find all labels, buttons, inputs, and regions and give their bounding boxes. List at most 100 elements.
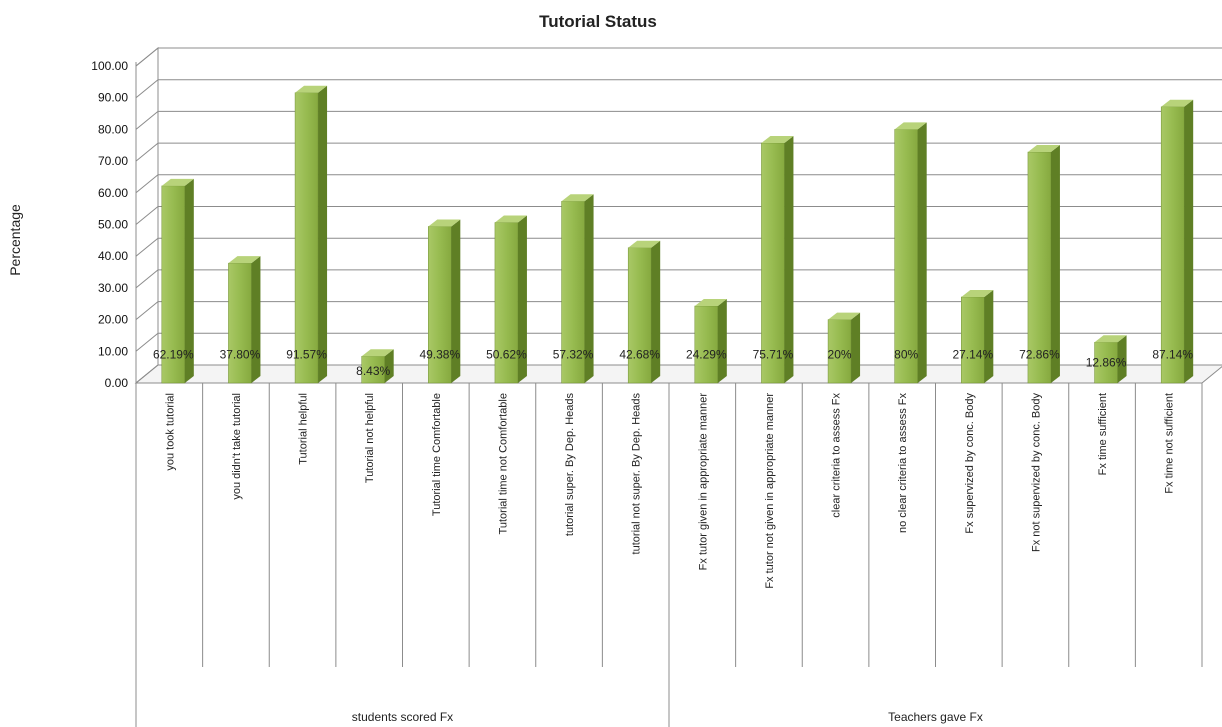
- y-tick-label: 80.00: [98, 122, 128, 136]
- bar-front: [894, 129, 918, 384]
- bar-front: [961, 296, 985, 384]
- bar-top: [494, 215, 527, 223]
- bar-side: [451, 219, 461, 383]
- bar-top: [828, 312, 861, 320]
- y-tick-label: 10.00: [98, 344, 128, 358]
- bar-side: [1050, 145, 1060, 383]
- x-tick-label: Fx time not sufficient: [1164, 393, 1176, 494]
- bar-side: [384, 349, 394, 383]
- y-tick-label: 70.00: [98, 154, 128, 168]
- gridline: [135, 79, 1222, 99]
- bar-top: [428, 219, 461, 227]
- x-axis-groups: students scored Fx Teachers gave Fx: [352, 667, 983, 727]
- gridline: [135, 237, 1222, 257]
- bar-side: [717, 299, 727, 383]
- bar-side: [184, 178, 194, 383]
- bar: [1094, 335, 1127, 384]
- gridline: [135, 301, 1222, 320]
- y-tick-label: 90.00: [98, 91, 128, 105]
- bar-front: [228, 262, 252, 384]
- x-tick-label: Fx tutor not given in appropriate manner: [764, 393, 776, 589]
- data-label: 87.14%: [1152, 347, 1193, 361]
- bar: [294, 85, 328, 384]
- y-tick-label: 0.00: [105, 376, 129, 390]
- bar: [827, 312, 861, 384]
- x-tick-label: Tutorial helpful: [298, 393, 310, 465]
- gridline: [135, 47, 1222, 67]
- bar-top: [361, 349, 394, 357]
- x-tick-label: Tutorial time not Comfortable: [497, 393, 509, 534]
- y-tick-label: 100.00: [91, 59, 128, 73]
- bar: [961, 289, 994, 384]
- bar-side: [584, 194, 594, 383]
- data-label: 57.32%: [553, 347, 594, 361]
- gridline: [135, 142, 1222, 162]
- bar: [561, 194, 594, 384]
- bar-top: [228, 256, 261, 264]
- gridline: [135, 332, 1222, 352]
- bar-front: [627, 247, 652, 384]
- bar-side: [984, 289, 994, 383]
- chart-title: Tutorial Status: [539, 12, 657, 31]
- bars: [161, 85, 1194, 384]
- data-label: 50.62%: [486, 347, 527, 361]
- x-tick-label: clear criteria to assess Fx: [831, 393, 843, 518]
- bar: [428, 219, 461, 384]
- bar: [627, 240, 661, 384]
- x-tick-label: Fx time sufficient: [1097, 393, 1109, 475]
- x-tick-label: no clear criteria to assess Fx: [897, 393, 909, 533]
- bar-side: [1184, 99, 1194, 383]
- gridline: [135, 206, 1222, 225]
- data-label: 72.86%: [1019, 347, 1060, 361]
- bar-top: [628, 240, 661, 248]
- gridline: [135, 364, 1222, 384]
- data-label: 62.19%: [153, 347, 194, 361]
- bar: [161, 178, 194, 384]
- bar-top: [694, 299, 727, 307]
- x-tick-label: Tutorial time Comfortable: [431, 393, 443, 516]
- data-label: 20%: [828, 347, 852, 361]
- group-label: students scored Fx: [352, 710, 453, 724]
- bar-side: [318, 85, 328, 384]
- bar-top: [961, 289, 994, 297]
- y-tick-label: 60.00: [98, 186, 128, 200]
- bar-side: [784, 135, 794, 383]
- bar-top: [161, 178, 194, 186]
- bar-front: [294, 92, 319, 384]
- data-label: 91.57%: [286, 347, 327, 361]
- bar-top: [561, 194, 594, 202]
- bar: [894, 122, 927, 384]
- data-label: 12.86%: [1086, 356, 1127, 370]
- data-label: 49.38%: [419, 347, 460, 361]
- data-label: 27.14%: [952, 347, 993, 361]
- bar-side: [1117, 335, 1127, 383]
- y-tick-label: 30.00: [98, 281, 128, 295]
- x-tick-label: you didn't take tutorial: [231, 393, 243, 500]
- bar-top: [894, 122, 927, 130]
- bar: [1027, 145, 1060, 384]
- data-labels: 62.19% 37.80% 91.57% 8.43% 49.38% 50.62% 57.32…: [153, 347, 1193, 378]
- bar: [1160, 99, 1194, 384]
- bar: [361, 349, 394, 384]
- bar-side: [851, 312, 861, 383]
- bar-side: [251, 256, 261, 383]
- bar-side: [651, 240, 661, 383]
- bar: [761, 135, 794, 384]
- data-label: 37.80%: [220, 347, 261, 361]
- gridline: [135, 110, 1222, 130]
- y-axis-label: Percentage: [7, 204, 23, 276]
- gridline: [135, 174, 1222, 194]
- bar: [494, 215, 527, 384]
- bar-top: [1161, 99, 1194, 107]
- data-label: 42.68%: [619, 347, 660, 361]
- y-tick-label: 40.00: [98, 249, 128, 263]
- y-tick-label: 20.00: [98, 313, 128, 327]
- data-label: 8.43%: [356, 364, 390, 378]
- bar-top: [1027, 145, 1060, 153]
- group-label: Teachers gave Fx: [888, 710, 983, 724]
- bar: [694, 299, 727, 384]
- bar-top: [1094, 335, 1127, 343]
- bar: [228, 256, 261, 384]
- x-tick-label: Fx tutor given in appropriate manner: [697, 393, 709, 571]
